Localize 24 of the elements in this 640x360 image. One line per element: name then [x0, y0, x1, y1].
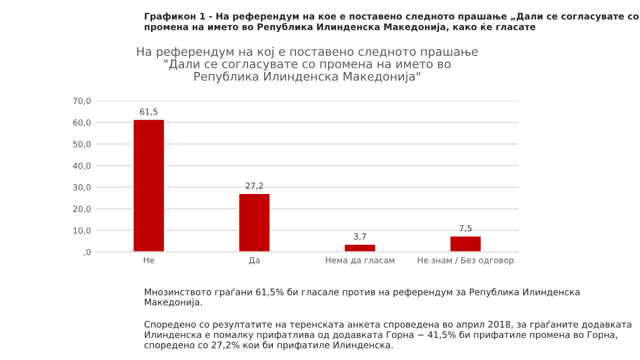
bar: [449, 235, 482, 252]
data-label: 3,7: [354, 233, 366, 240]
data-label: 27,2: [246, 182, 263, 190]
x-tick-label: Не: [144, 257, 154, 264]
data-label: 61,5: [140, 108, 158, 116]
text: Споредено со резултатите на теренската анкета спроведена во април 2018, за граѓаните додавката Илинденска е помалку прифатлива од додавката Горна − 41,5% би прифатиле промена во Горна, споредено со 27,2% кои би прифатиле Илинденска.: [144, 320, 632, 350]
y-tick-label: 20,0: [73, 206, 91, 213]
y-tick-label: 70,0: [73, 98, 91, 105]
data-label: 7,5: [460, 225, 472, 232]
text: Мнозинството граѓани 61,5% би гласале против на референдум за Република Илинденска Македонија.: [144, 288, 580, 308]
y-tick-label: 50,0: [73, 140, 91, 148]
x-tick-label: Да: [249, 257, 260, 264]
chart-subtitle: На референдум на кој е поставено следното прашање "Дали се согласувате со промена на името во Република Илинденска Македонија": [137, 46, 478, 84]
x-tick-label: Нема да гласам: [326, 257, 394, 264]
y-tick-label: 30,0: [73, 184, 91, 192]
x-tick-label: Не знам / Без одговор: [418, 257, 514, 265]
y-tick-label: 60,0: [73, 119, 91, 127]
y-tick-label: 40,0: [72, 162, 91, 170]
y-tick-label: 10,0: [74, 227, 91, 235]
bar: [343, 243, 377, 252]
bar: [238, 192, 271, 252]
bar: [132, 118, 166, 252]
y-tick-label: ,0: [84, 248, 91, 256]
chart-title: Графикон 1 - На референдум на кое е поставено следното прашање „Дали се согласувате со промена на името во Република Илинденска Македонија, како ќе гласате: [144, 12, 639, 32]
